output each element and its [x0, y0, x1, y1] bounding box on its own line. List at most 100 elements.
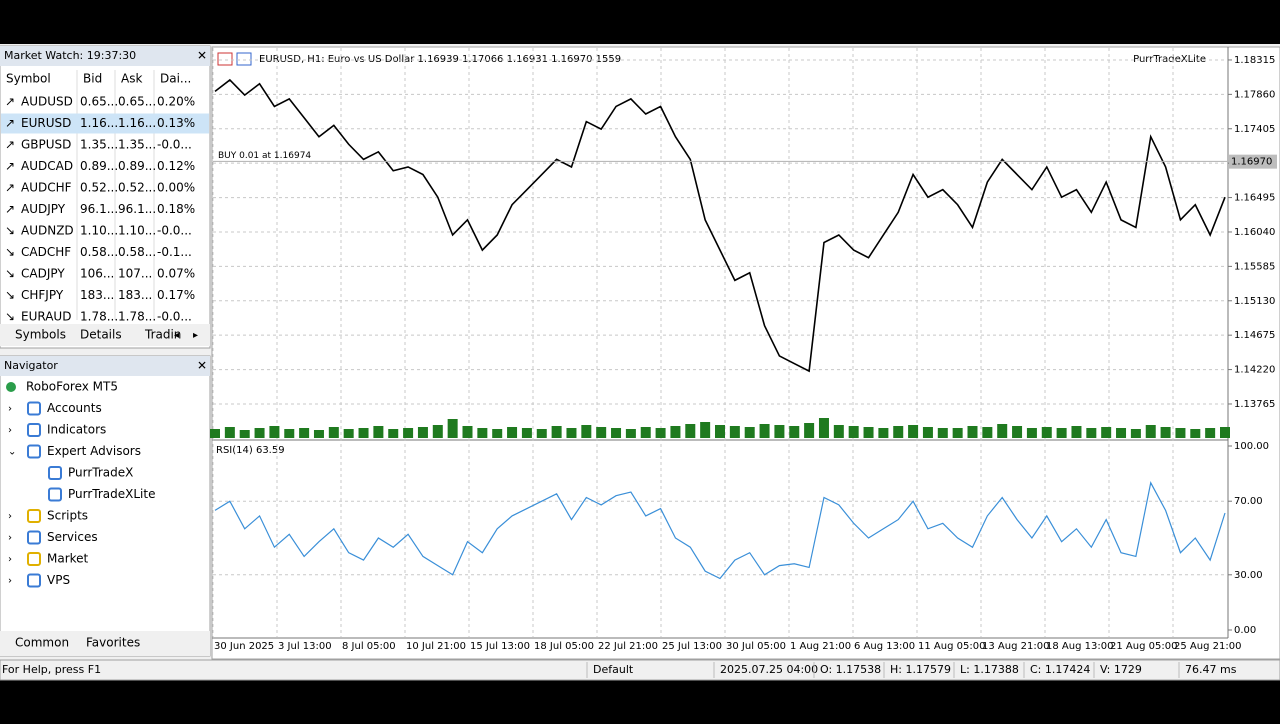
volume-bar [1205, 428, 1216, 438]
volume-bar [833, 425, 844, 438]
current-price-box [1229, 154, 1277, 169]
tree-icon [48, 466, 62, 480]
market-watch-title: Market Watch: 19:37:30 [4, 49, 136, 62]
symbol[interactable]: AUDCHF [21, 181, 72, 195]
daily-change: -0.0... [157, 138, 192, 152]
date-label: 25 Jul 13:00 [662, 641, 722, 652]
trend-arrow: ↗ [5, 159, 15, 173]
tree-root[interactable]: RoboForex MT5 [26, 380, 118, 394]
tab[interactable]: Common [15, 636, 69, 650]
symbol[interactable]: AUDCAD [21, 159, 73, 173]
order-label: BUY 0.01 at 1.16974 [218, 151, 311, 161]
symbol[interactable]: AUDJPY [21, 202, 66, 216]
ask: 0.58... [118, 245, 156, 259]
price-tick-label: 1.15585 [1234, 261, 1275, 272]
symbol[interactable]: AUDNZD [21, 224, 74, 238]
bid: 0.65... [80, 95, 118, 109]
volume-bar [1012, 426, 1023, 438]
expand-arrow: › [8, 511, 12, 522]
price-tick-label: 1.14220 [1234, 365, 1275, 376]
status-high: H: 1.17579 [890, 663, 951, 676]
volume-bar [536, 429, 547, 438]
symbol[interactable]: CADCHF [21, 245, 71, 259]
volume-bar [789, 426, 800, 438]
status-close: C: 1.17424 [1030, 663, 1090, 676]
tree-item[interactable]: Expert Advisors [47, 444, 141, 458]
volume-bar [640, 427, 651, 438]
tree-icon [27, 530, 41, 545]
close-button[interactable]: ✕ [197, 359, 207, 373]
rsi-tick-label: 100.00 [1234, 441, 1269, 452]
symbol[interactable]: AUDUSD [21, 95, 73, 109]
tree-icon [27, 509, 41, 523]
tab[interactable]: Favorites [86, 636, 140, 650]
price-tick-label: 1.18315 [1234, 55, 1275, 66]
volume-bar [521, 428, 532, 438]
column-header: Symbol [6, 72, 51, 86]
volume-bar [967, 426, 978, 438]
volume-bar [284, 429, 295, 438]
volume-bar [804, 423, 815, 438]
bid: 0.89... [80, 159, 118, 173]
price-tick-label: 1.14675 [1234, 330, 1275, 341]
symbol[interactable]: CADJPY [21, 267, 65, 281]
symbol[interactable]: EURAUD [21, 310, 71, 324]
volume-bar [566, 428, 577, 438]
tree-item[interactable]: VPS [47, 573, 70, 587]
scroll-arrow[interactable]: ▸ [193, 330, 198, 341]
tree-item[interactable]: Indicators [47, 423, 106, 437]
column-header: Dai... [160, 72, 191, 86]
daily-change: -0.0... [157, 224, 192, 238]
volume-bar [729, 426, 740, 438]
bid: 0.58... [80, 245, 118, 259]
volume-bar [1086, 428, 1097, 438]
scroll-arrow[interactable]: ◂ [174, 330, 179, 341]
price-tick-label: 1.17405 [1234, 124, 1275, 135]
expand-arrow: › [8, 576, 12, 587]
market-watch-header [0, 46, 210, 66]
volume-bar [878, 428, 889, 438]
date-label: 10 Jul 21:00 [406, 641, 466, 652]
volume-bar [655, 428, 666, 438]
ask: 0.89... [118, 159, 156, 173]
tree-icon [27, 401, 41, 416]
volume-bar [1116, 428, 1127, 438]
volume-bar [893, 426, 904, 438]
date-label: 8 Jul 05:00 [342, 641, 396, 652]
volume-bar [863, 427, 874, 438]
tree-item[interactable]: Services [47, 530, 98, 544]
volume-bar [744, 427, 755, 438]
volume-bar [908, 425, 919, 438]
symbol[interactable]: EURUSD [21, 116, 71, 130]
navigator-tabs [0, 631, 210, 656]
volume-bar [1071, 426, 1082, 438]
price-tick-label: 1.16495 [1234, 193, 1275, 204]
tree-item[interactable]: Market [47, 552, 89, 566]
expand-arrow: › [8, 554, 12, 565]
date-label: 18 Aug 13:00 [1046, 641, 1113, 652]
rsi-tick-label: 70.00 [1234, 496, 1263, 507]
tree-item[interactable]: Accounts [47, 401, 102, 415]
tree-item[interactable]: PurrTradeX [68, 466, 133, 480]
bid: 106... [80, 267, 114, 281]
status-time: 2025.07.25 04:00 [720, 663, 818, 676]
close-button[interactable]: ✕ [197, 49, 207, 63]
volume-bar [507, 427, 518, 438]
volume-bar [685, 424, 696, 438]
tree-item[interactable]: Scripts [47, 509, 88, 523]
tab[interactable]: Details [80, 328, 122, 342]
trend-arrow: ↘ [5, 310, 15, 324]
chart-icon [236, 52, 252, 66]
bid: 1.10... [80, 224, 118, 238]
ask: 1.35... [118, 138, 156, 152]
tab[interactable]: Tradin [144, 328, 181, 342]
date-label: 3 Jul 13:00 [278, 641, 332, 652]
tab[interactable]: Symbols [15, 328, 66, 342]
symbol[interactable]: CHFJPY [21, 288, 64, 302]
daily-change: -0.1... [157, 245, 192, 259]
symbol[interactable]: GBPUSD [21, 138, 71, 152]
tree-item[interactable]: PurrTradeXLite [68, 487, 155, 501]
bid: 1.35... [80, 138, 118, 152]
rsi-label: RSI(14) 63.59 [216, 445, 285, 456]
